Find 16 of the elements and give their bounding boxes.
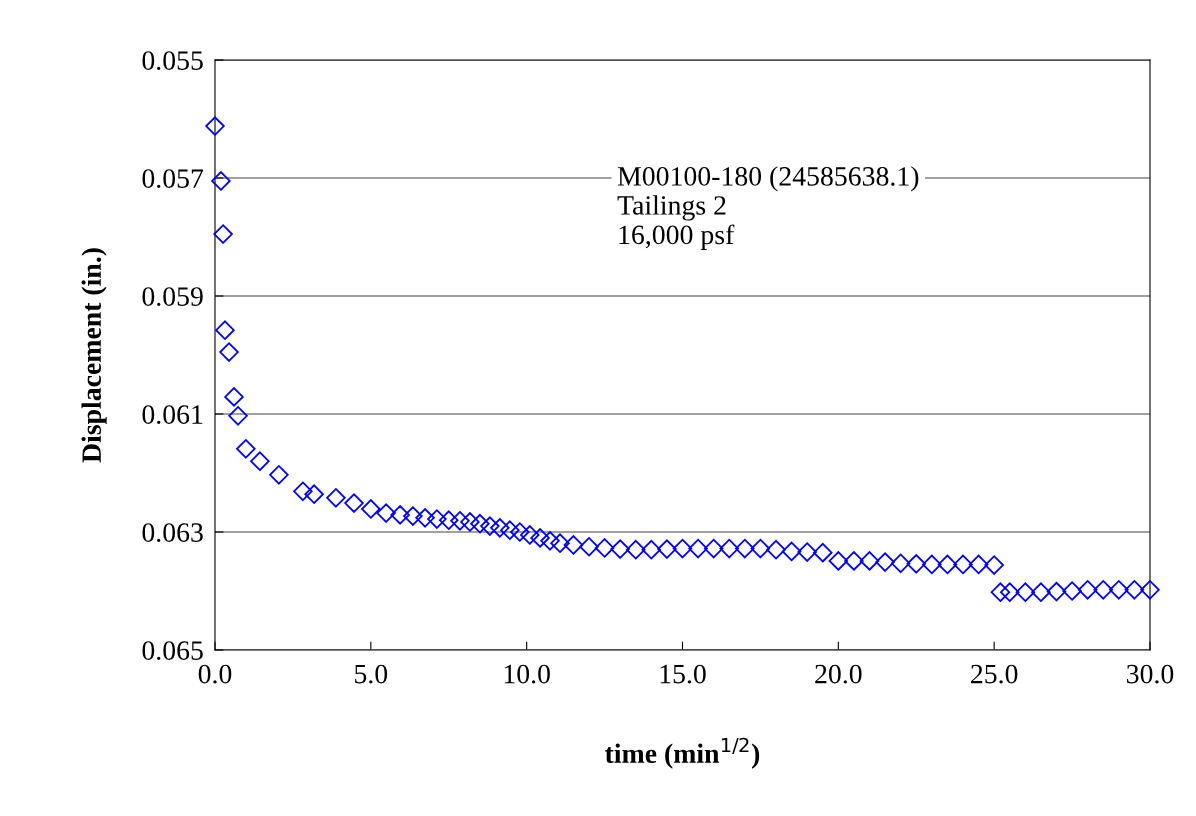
y-tick-label: 0.057 (142, 169, 204, 189)
x-tick-label: 5.0 (355, 664, 388, 684)
x-tick-label: 30.0 (1127, 664, 1174, 684)
annotation: M00100-180 (24585638.1) Tailings 2 16,000 psf (617, 166, 919, 250)
y-tick-label: 0.055 (142, 51, 203, 71)
x-axis-title: time (min$^{1/2}$) (605, 737, 760, 769)
x-tick-label: 0.0 (198, 664, 232, 684)
y-tick-label: 0.063 (142, 523, 203, 543)
y-tick-label: 0.061 (142, 405, 203, 425)
x-tick-label: 20.0 (815, 664, 862, 684)
y-axis-title: Displacement (in.) (81, 248, 107, 463)
x-tick-label: 10.0 (504, 664, 550, 684)
x-tick-label: 25.0 (971, 664, 1018, 684)
y-tick-label: 0.059 (142, 287, 203, 307)
y-tick-label: 0.065 (142, 641, 203, 661)
x-tick-label: 15.0 (660, 664, 706, 684)
